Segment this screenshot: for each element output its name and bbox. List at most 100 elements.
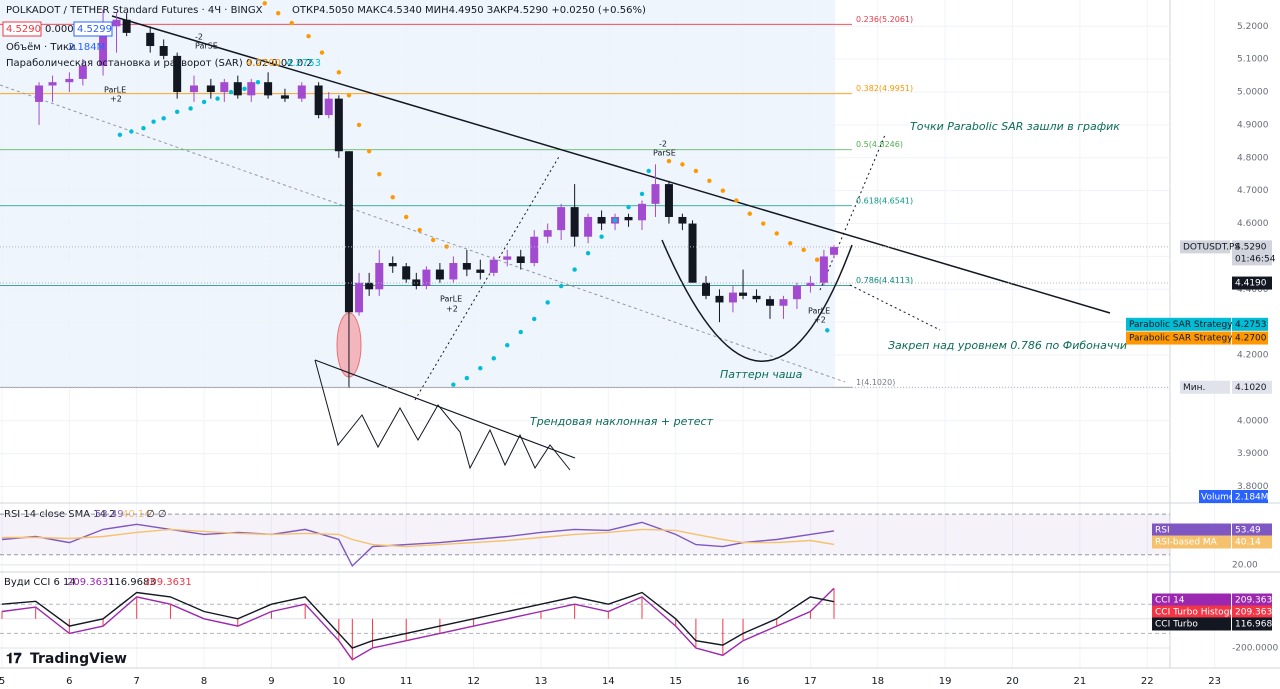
axis-label: RSI-based MA <box>1155 538 1218 548</box>
candle-body <box>766 299 774 306</box>
indicator-line <box>1 521 835 568</box>
sar-dot <box>646 168 651 174</box>
axis-label-box <box>1152 617 1231 631</box>
sar-dot <box>801 247 806 253</box>
axis-label-box <box>1232 523 1272 537</box>
sar-dot <box>228 89 234 95</box>
axis-label: 53.49 <box>1235 526 1261 536</box>
axis-label-box <box>1232 252 1272 266</box>
candle-body <box>264 82 273 96</box>
candle-body <box>503 256 512 260</box>
sar-dot <box>505 342 510 348</box>
logo: 𝟏𝟕 <box>6 651 22 667</box>
y-tick-label: 20.00 <box>1232 560 1258 570</box>
x-tick-label: 15 <box>669 676 682 687</box>
sar-dot <box>585 250 591 256</box>
axis-label-box <box>1152 605 1231 619</box>
candle-body <box>597 216 606 224</box>
axis-label-box <box>1180 240 1230 254</box>
sar-dot <box>451 382 456 387</box>
signal-count: +2 <box>814 316 826 325</box>
candle-body <box>792 286 801 300</box>
x-tick-label: 16 <box>737 676 750 687</box>
fib-label: 0.382(4.9951) <box>856 84 913 93</box>
cci-value: 209.3631 <box>67 577 115 588</box>
candle-body <box>375 263 384 290</box>
candle-body <box>48 82 57 86</box>
axis-label: CCI Turbo Histogram <box>1155 608 1247 618</box>
zigzag <box>314 359 571 471</box>
sar-dot <box>747 211 752 216</box>
y-tick-label: 3.9000 <box>1237 449 1269 459</box>
spread: 0.0009 <box>45 24 80 35</box>
axis-label: 4.5290 <box>1235 242 1267 252</box>
watermark: TradingView <box>30 651 127 667</box>
signals: -2 ParSE ParLE +2 ParLE +2 -2 ParSE ParL… <box>104 33 830 325</box>
axis-label: 209.3631 <box>1235 608 1278 618</box>
axis-label: 4.2753 <box>1235 320 1267 330</box>
sar-dot <box>825 328 830 333</box>
axis-label-box <box>1126 331 1231 345</box>
sar-dot <box>518 329 523 335</box>
sar-dot <box>491 356 496 361</box>
x-tick-label: 19 <box>939 676 952 687</box>
axis-label: Мин. <box>1183 383 1205 393</box>
candle-body <box>688 223 697 283</box>
candle-body <box>402 266 411 280</box>
annotation: Закреп над уровнем 0.786 по Фибоначчи <box>888 339 1127 352</box>
sar-value: 4.2700 <box>246 58 281 69</box>
candle-body <box>422 269 431 287</box>
candle-body <box>334 98 343 152</box>
sar-dot <box>356 122 362 128</box>
sar-dot <box>161 116 166 121</box>
axis-label: 01:46:54 <box>1235 254 1276 264</box>
candle-body <box>435 269 444 280</box>
sar-dot <box>151 119 156 124</box>
annotation: Трендовая наклонная + ретест <box>530 415 714 428</box>
candle-body <box>678 216 687 224</box>
sar-dot <box>215 96 220 101</box>
candle-body <box>65 78 74 83</box>
candle-body <box>314 85 323 116</box>
signal: ParLE <box>440 295 462 304</box>
candle-body <box>173 55 182 93</box>
signal-count: -2 <box>195 33 203 42</box>
x-tick-label: 13 <box>535 676 548 687</box>
sar-dot <box>390 195 395 200</box>
sar-dot <box>734 198 739 203</box>
candle-body <box>489 259 498 273</box>
axis-label: CCI Turbo <box>1155 620 1198 630</box>
range-shade <box>0 0 835 386</box>
sar-dot <box>377 172 382 177</box>
dotted-line <box>819 134 886 291</box>
sar-dot <box>444 244 449 249</box>
candle-body <box>779 299 788 306</box>
sar-dot <box>417 227 422 233</box>
y-tick-label: 4.0000 <box>1237 416 1269 426</box>
price-box <box>2 21 42 37</box>
volume-value: 2.184M <box>1235 493 1269 503</box>
rsi-value: 53.49 <box>95 509 124 520</box>
candle-body <box>739 292 748 296</box>
sar-dot <box>336 70 342 75</box>
sar-dot <box>558 283 564 289</box>
sar-dot <box>404 214 409 220</box>
axis-label: 40.14 <box>1235 538 1261 548</box>
x-tick-label: 14 <box>602 676 615 687</box>
trendline <box>314 359 576 459</box>
signal: ParLE <box>104 86 126 95</box>
sar-dot <box>346 93 352 98</box>
candle-body <box>664 184 673 217</box>
cup-pattern <box>661 239 853 362</box>
indicator-line <box>2 528 835 548</box>
y-tick-label: 5.2000 <box>1237 22 1269 32</box>
sar-dot <box>242 86 247 91</box>
sar-dot <box>129 129 134 134</box>
sar-dot <box>276 10 281 16</box>
signal-count: +2 <box>110 95 122 104</box>
x-tick-label: 18 <box>871 676 884 687</box>
sar-dot <box>262 1 267 6</box>
y-tick-label: 3.8000 <box>1237 482 1269 492</box>
candle-body <box>220 82 229 93</box>
y-tick-label: 4.6000 <box>1237 219 1269 229</box>
